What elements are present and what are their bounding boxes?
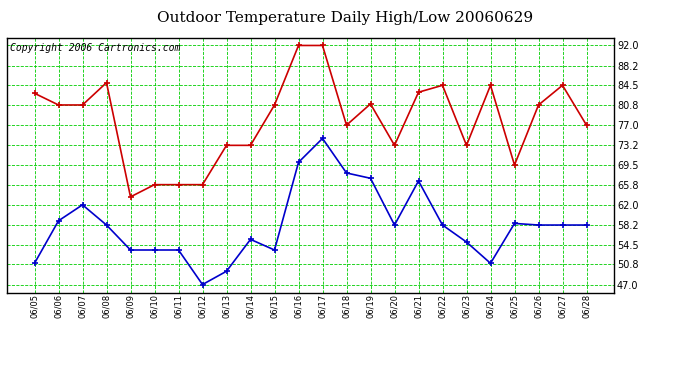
Text: Copyright 2006 Cartronics.com: Copyright 2006 Cartronics.com xyxy=(10,43,180,52)
Text: Outdoor Temperature Daily High/Low 20060629: Outdoor Temperature Daily High/Low 20060… xyxy=(157,11,533,25)
